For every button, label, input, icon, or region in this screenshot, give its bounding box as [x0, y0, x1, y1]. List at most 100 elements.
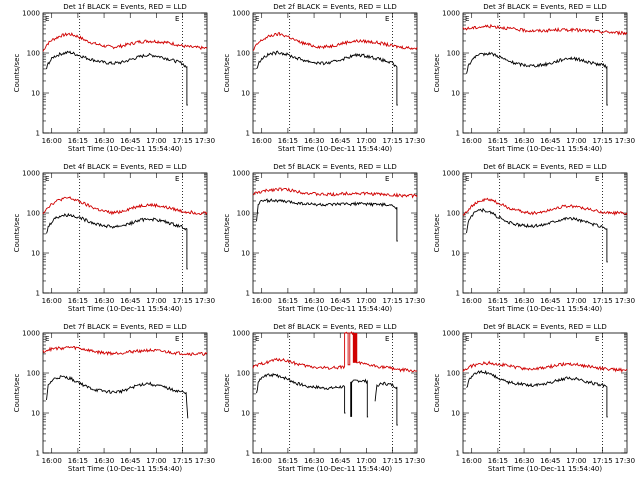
y-tick-label: 10: [241, 410, 250, 418]
panel-title: Det 7f BLACK = Events, RED = LLD: [63, 323, 186, 331]
x-axis-label: Start Time (10-Dec-11 15:54:40): [488, 465, 602, 473]
panel-4: Det 4f BLACK = Events, RED = LLD 1 10 100 10…: [13, 163, 215, 313]
y-tick-label: 1000: [232, 10, 250, 18]
lld-rate-line: [42, 346, 208, 356]
y-tick-label: 100: [447, 50, 460, 58]
y-tick-label: 100: [27, 210, 40, 218]
x-tick-label: 16:00: [462, 297, 482, 305]
x-axis-label: Start Time (10-Dec-11 15:54:40): [278, 465, 392, 473]
x-tick-label: 17:15: [592, 297, 612, 305]
y-axis-label: Counts/sec: [223, 54, 231, 93]
x-tick-label: 17:30: [195, 457, 215, 465]
y-tick-label: 1000: [232, 170, 250, 178]
x-tick-label: 16:30: [514, 297, 534, 305]
x-tick-label: 16:30: [514, 457, 534, 465]
event-marker-label: E: [595, 175, 599, 183]
y-tick-label: 1000: [442, 170, 460, 178]
y-axis-label: Counts/sec: [13, 54, 21, 93]
event-marker-label: E: [465, 15, 469, 23]
event-marker-label: E: [595, 335, 599, 343]
panel-8: Det 8f BLACK = Events, RED = LLD 1 10 100 10…: [223, 323, 425, 473]
panel-title: Det 9f BLACK = Events, RED = LLD: [483, 323, 606, 331]
plot-frame: [42, 12, 208, 134]
y-tick-label: 10: [31, 410, 40, 418]
y-tick-label: 100: [237, 50, 250, 58]
panel-title: Det 8f BLACK = Events, RED = LLD: [273, 323, 396, 331]
x-tick-label: 17:00: [356, 137, 376, 145]
x-tick-label: 16:15: [488, 297, 508, 305]
x-axis-label: Start Time (10-Dec-11 15:54:40): [488, 305, 602, 313]
y-tick-label: 10: [451, 90, 460, 98]
x-tick-label: 17:00: [356, 457, 376, 465]
y-tick-label: 1: [246, 290, 250, 298]
event-marker-label: E: [595, 15, 599, 23]
y-tick-label: 100: [447, 210, 460, 218]
y-tick-label: 10: [31, 250, 40, 258]
y-axis-label: Counts/sec: [433, 214, 441, 253]
plot-frame: [42, 332, 208, 454]
y-tick-label: 1: [246, 130, 250, 138]
panel-6: Det 6f BLACK = Events, RED = LLD 1 10 100 10…: [433, 163, 635, 313]
x-tick-label: 16:30: [94, 137, 114, 145]
x-tick-label: 17:30: [405, 137, 425, 145]
lld-rate-line: [462, 197, 628, 217]
y-tick-label: 10: [451, 410, 460, 418]
x-tick-label: 16:45: [120, 457, 140, 465]
panel-2: Det 2f BLACK = Events, RED = LLD 1 10 100 10…: [223, 3, 425, 153]
y-tick-label: 100: [237, 210, 250, 218]
events-rate-line: [350, 378, 369, 418]
x-tick-label: 16:45: [120, 297, 140, 305]
lld-rate-line: [252, 331, 418, 373]
x-tick-label: 16:30: [94, 457, 114, 465]
lld-rate-line: [462, 360, 628, 373]
x-tick-label: 17:00: [146, 457, 166, 465]
x-tick-label: 16:30: [304, 457, 324, 465]
x-tick-label: 17:30: [405, 457, 425, 465]
panel-title: Det 4f BLACK = Events, RED = LLD: [63, 163, 186, 171]
lld-rate-line: [42, 32, 208, 52]
plot-frame: [252, 172, 418, 294]
panel-title: Det 6f BLACK = Events, RED = LLD: [483, 163, 606, 171]
y-axis-label: Counts/sec: [223, 214, 231, 253]
y-tick-label: 10: [451, 250, 460, 258]
x-tick-label: 17:15: [382, 457, 402, 465]
x-tick-label: 16:15: [278, 297, 298, 305]
y-axis-label: Counts/sec: [433, 54, 441, 93]
lld-rate-line: [462, 23, 628, 36]
events-rate-line: [46, 212, 188, 270]
x-tick-label: 16:00: [462, 457, 482, 465]
event-marker-label: E: [45, 15, 49, 23]
lld-rate-line: [42, 196, 208, 216]
events-rate-line: [374, 381, 398, 426]
event-marker-label: E: [255, 15, 259, 23]
y-axis-label: Counts/sec: [13, 214, 21, 253]
y-tick-label: 1000: [22, 10, 40, 18]
x-tick-label: 17:00: [146, 297, 166, 305]
x-tick-label: 16:00: [462, 137, 482, 145]
x-tick-label: 16:00: [42, 137, 62, 145]
x-tick-label: 16:15: [68, 457, 88, 465]
panel-5: Det 5f BLACK = Events, RED = LLD 1 10 100 10…: [223, 163, 425, 313]
events-rate-line: [256, 198, 398, 242]
x-tick-label: 16:30: [304, 297, 324, 305]
event-marker-label: E: [255, 175, 259, 183]
event-marker-label: E: [45, 335, 49, 343]
x-axis-label: Start Time (10-Dec-11 15:54:40): [68, 305, 182, 313]
y-axis-label: Counts/sec: [13, 374, 21, 413]
x-tick-label: 17:30: [195, 137, 215, 145]
event-marker-label: E: [385, 175, 389, 183]
x-tick-label: 17:15: [172, 297, 192, 305]
panel-1: Det 1f BLACK = Events, RED = LLD 1 10 100 10…: [13, 3, 215, 153]
x-tick-label: 17:30: [615, 457, 635, 465]
x-tick-label: 17:00: [146, 137, 166, 145]
y-tick-label: 1: [456, 290, 460, 298]
x-tick-label: 16:30: [304, 137, 324, 145]
x-tick-label: 17:15: [382, 297, 402, 305]
y-tick-label: 1000: [22, 330, 40, 338]
x-axis-label: Start Time (10-Dec-11 15:54:40): [488, 145, 602, 153]
plot-frame: [462, 12, 628, 134]
lld-rate-line: [252, 187, 418, 199]
events-rate-line: [466, 207, 608, 263]
x-tick-label: 16:45: [330, 137, 350, 145]
